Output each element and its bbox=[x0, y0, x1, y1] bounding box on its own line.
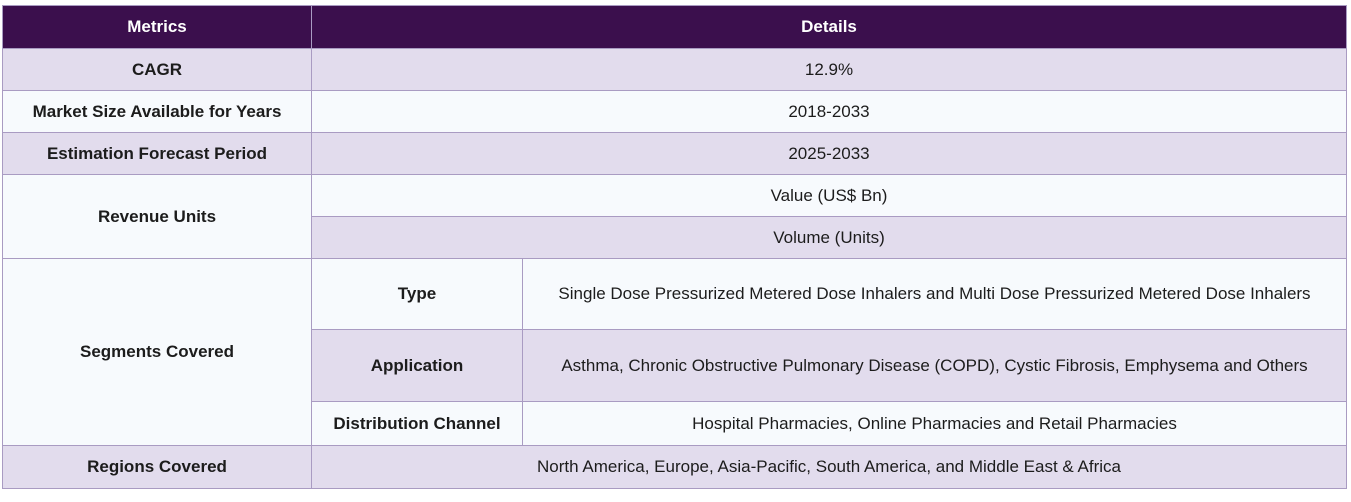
segment-application-label: Application bbox=[311, 329, 523, 402]
market-size-value: 2018-2033 bbox=[311, 90, 1347, 133]
row-revenue-units-2: Volume (Units) bbox=[3, 216, 1347, 259]
regions-label: Regions Covered bbox=[2, 445, 312, 489]
header-metrics: Metrics bbox=[2, 5, 312, 49]
report-scope-table: Metrics Details CAGR 12.9% Market Size A… bbox=[2, 5, 1347, 489]
segment-distribution-value: Hospital Pharmacies, Online Pharmacies a… bbox=[522, 401, 1347, 446]
table-header-row: Metrics Details bbox=[2, 5, 1347, 49]
header-details: Details bbox=[311, 5, 1347, 49]
regions-value: North America, Europe, Asia-Pacific, Sou… bbox=[311, 445, 1347, 489]
market-size-label: Market Size Available for Years bbox=[2, 90, 312, 133]
revenue-units-label: Revenue Units bbox=[2, 174, 312, 259]
segment-type-value: Single Dose Pressurized Metered Dose Inh… bbox=[522, 258, 1347, 330]
row-market-size: Market Size Available for Years 2018-203… bbox=[2, 90, 1347, 133]
row-segment-type: Segments Covered Type Single Dose Pressu… bbox=[2, 258, 1347, 446]
row-regions: Regions Covered North America, Europe, A… bbox=[2, 445, 1347, 489]
forecast-value: 2025-2033 bbox=[311, 132, 1347, 175]
report-scope-table-container: Metrics Details CAGR 12.9% Market Size A… bbox=[2, 5, 1347, 489]
segment-type-label: Type bbox=[311, 258, 523, 330]
segment-distribution-label: Distribution Channel bbox=[311, 401, 523, 446]
row-segment-application: Application Asthma, Chronic Obstructive … bbox=[3, 329, 1347, 402]
forecast-label: Estimation Forecast Period bbox=[2, 132, 312, 175]
segments-covered-label: Segments Covered bbox=[2, 258, 312, 446]
revenue-units-volume: Volume (Units) bbox=[311, 216, 1347, 259]
cagr-value: 12.9% bbox=[311, 48, 1347, 91]
segment-application-value: Asthma, Chronic Obstructive Pulmonary Di… bbox=[522, 329, 1347, 402]
row-segment-distribution: Distribution Channel Hospital Pharmacies… bbox=[3, 401, 1347, 446]
cagr-label: CAGR bbox=[2, 48, 312, 91]
row-forecast-period: Estimation Forecast Period 2025-2033 bbox=[2, 132, 1347, 175]
row-cagr: CAGR 12.9% bbox=[2, 48, 1347, 91]
revenue-units-value: Value (US$ Bn) bbox=[311, 174, 1347, 217]
row-revenue-units: Revenue Units Value (US$ Bn) bbox=[2, 174, 1347, 259]
